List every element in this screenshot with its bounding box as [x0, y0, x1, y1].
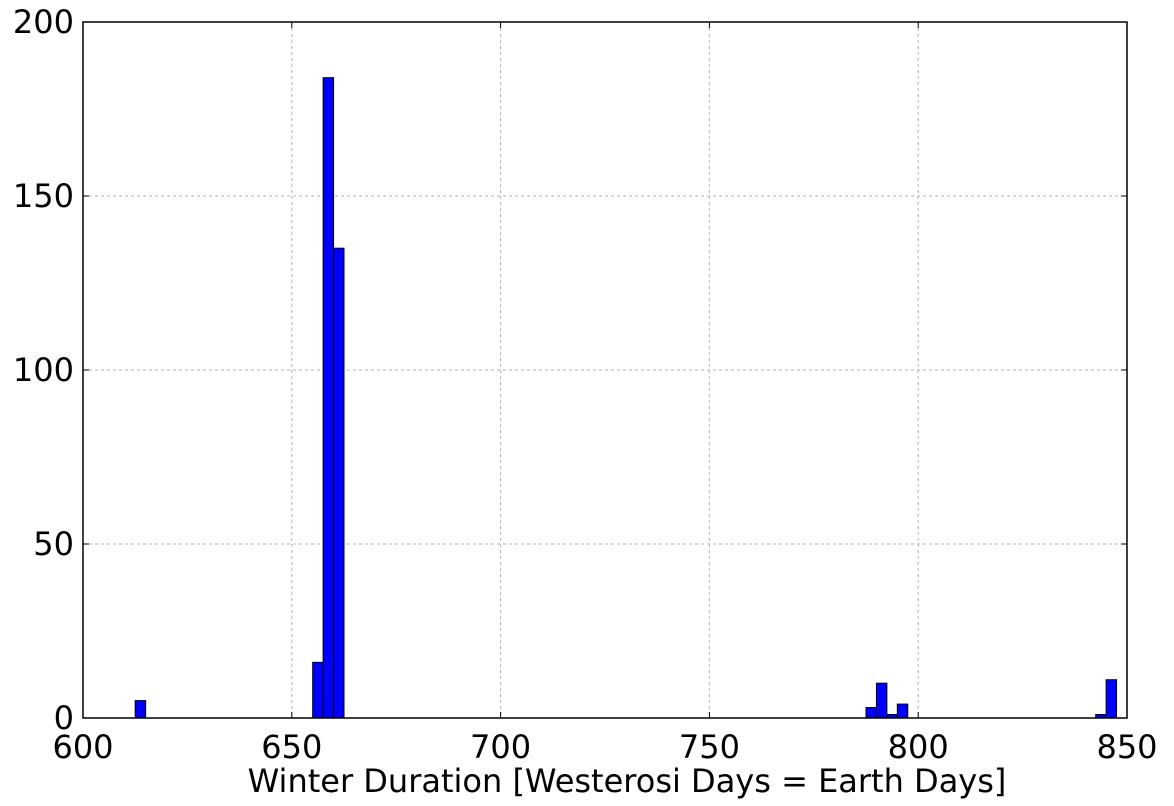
- x-tick-label-2: 700: [470, 728, 531, 766]
- x-tick-label-0: 600: [52, 728, 113, 766]
- y-tick-label-1: 50: [33, 525, 74, 563]
- y-tick-label-3: 150: [13, 177, 74, 215]
- plot-frame: [82, 21, 1128, 719]
- x-axis-label: Winter Duration [Westerosi Days = Earth …: [248, 762, 1007, 800]
- y-tick-label-2: 100: [13, 351, 74, 389]
- grid-lines: [83, 22, 1127, 718]
- histogram-bar-4: [865, 707, 877, 719]
- histogram-bar-0: [134, 700, 147, 719]
- y-tick-label-4: 200: [13, 3, 74, 41]
- histogram-bar-7: [896, 703, 909, 719]
- histogram-bar-9: [1105, 679, 1118, 719]
- x-tick-label-5: 850: [1096, 728, 1157, 766]
- x-tick-labels: 600 650 700 750 800 850: [52, 728, 1157, 766]
- x-tick-label-1: 650: [261, 728, 322, 766]
- y-tick-label-0: 0: [54, 699, 74, 737]
- x-tick-label-4: 800: [888, 728, 949, 766]
- histogram-bar-5: [875, 682, 888, 719]
- histogram-bar-2: [322, 77, 335, 719]
- histogram-bar-3: [333, 247, 345, 719]
- histogram-bar-1: [312, 661, 324, 719]
- x-tick-label-3: 750: [679, 728, 740, 766]
- y-tick-labels: 0 50 100 150 200: [13, 3, 74, 737]
